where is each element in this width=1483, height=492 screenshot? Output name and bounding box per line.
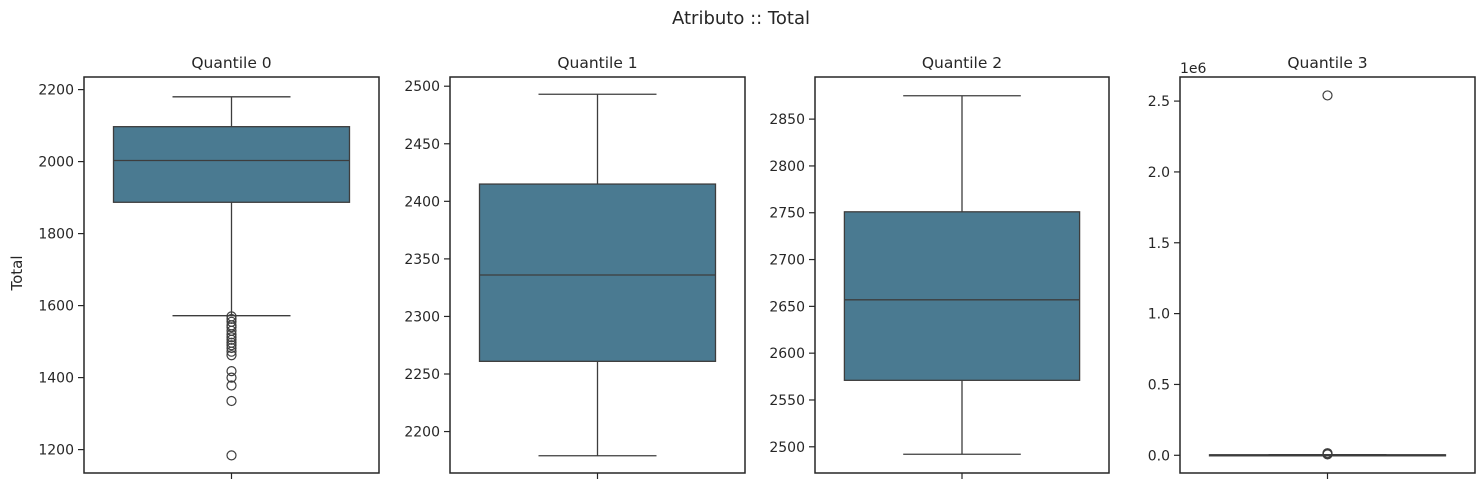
y-tick-label: 2000 [38, 155, 74, 171]
outlier-point [226, 450, 237, 461]
axes-frame [449, 76, 746, 474]
outlier-point [1322, 90, 1333, 101]
y-tick-label: 2450 [404, 137, 440, 153]
outlier-point [226, 340, 237, 351]
axis-offset-label: 1e6 [1180, 61, 1207, 77]
y-tick-label: 2800 [769, 159, 805, 175]
subplot-quantile-0: 1200 1400 1600 1800 2000 2200 Quantile 0 [38, 54, 380, 479]
y-tick-label: 2500 [769, 440, 805, 456]
subplot-quantile-1: 2200 2250 2300 2350 2400 2450 2500 Quantile 1 [404, 54, 746, 479]
y-tick-label: 2500 [404, 79, 440, 95]
y-tick-label: 1600 [38, 299, 74, 315]
outlier-point [226, 342, 237, 354]
subplot-quantile-3: 0.0 0.5 1.0 1.5 2.0 2.5 Quantile 3 1e6 [1148, 54, 1476, 479]
outlier-point [226, 380, 237, 391]
y-tick-label: 2850 [769, 112, 805, 128]
y-tick-label: 1400 [38, 371, 74, 387]
outlier-point [226, 322, 237, 333]
y-tick-label: 2650 [769, 299, 805, 315]
y-tick-label: 1800 [38, 227, 74, 243]
subplot-title: Quantile 2 [922, 54, 1002, 72]
outlier-point [226, 313, 237, 325]
y-tick-label: 0.0 [1148, 448, 1170, 464]
outlier-point [1322, 448, 1333, 459]
outlier-point [226, 372, 237, 383]
y-tick-label: 1.0 [1148, 307, 1170, 323]
outlier-point [226, 395, 237, 407]
iqr-box [843, 211, 1081, 381]
y-tick-label: 2400 [404, 194, 440, 210]
y-tick-label: 0.5 [1148, 377, 1170, 393]
outlier-point [226, 334, 237, 345]
outlier-point [226, 346, 237, 357]
y-tick-label: 2250 [404, 367, 440, 383]
y-axis-label: Total [8, 255, 26, 291]
y-tick-label: 2200 [38, 83, 74, 99]
y-tick-label: 2750 [769, 206, 805, 222]
y-tick-label: 2.5 [1148, 94, 1170, 110]
y-tick-label: 2350 [404, 252, 440, 268]
axes-frame [83, 76, 380, 474]
figure-suptitle: Atributo :: Total [672, 8, 810, 29]
y-tick-label: 2200 [404, 425, 440, 441]
iqr-box [478, 183, 717, 362]
subplot-title: Quantile 1 [557, 54, 637, 72]
outlier-point [226, 329, 237, 340]
outlier-point [226, 366, 237, 377]
y-tick-label: 2550 [769, 393, 805, 409]
subplot-quantile-2: 2500 2550 2600 2650 2700 2750 2800 2850 Quantile… [769, 54, 1110, 479]
y-tick-label: 2.0 [1148, 165, 1170, 181]
y-tick-label: 1.5 [1148, 236, 1170, 252]
subplot-title: Quantile 3 [1287, 54, 1367, 72]
subplot-title: Quantile 0 [191, 54, 271, 72]
axes-frame [1179, 76, 1476, 474]
y-tick-label: 2700 [769, 253, 805, 269]
y-tick-label: 2300 [404, 309, 440, 325]
outlier-point [226, 350, 237, 361]
iqr-box [112, 126, 351, 203]
outlier-point [226, 332, 237, 343]
y-tick-label: 2600 [769, 346, 805, 362]
axes-frame [814, 76, 1110, 474]
y-tick-label: 1200 [38, 443, 74, 459]
